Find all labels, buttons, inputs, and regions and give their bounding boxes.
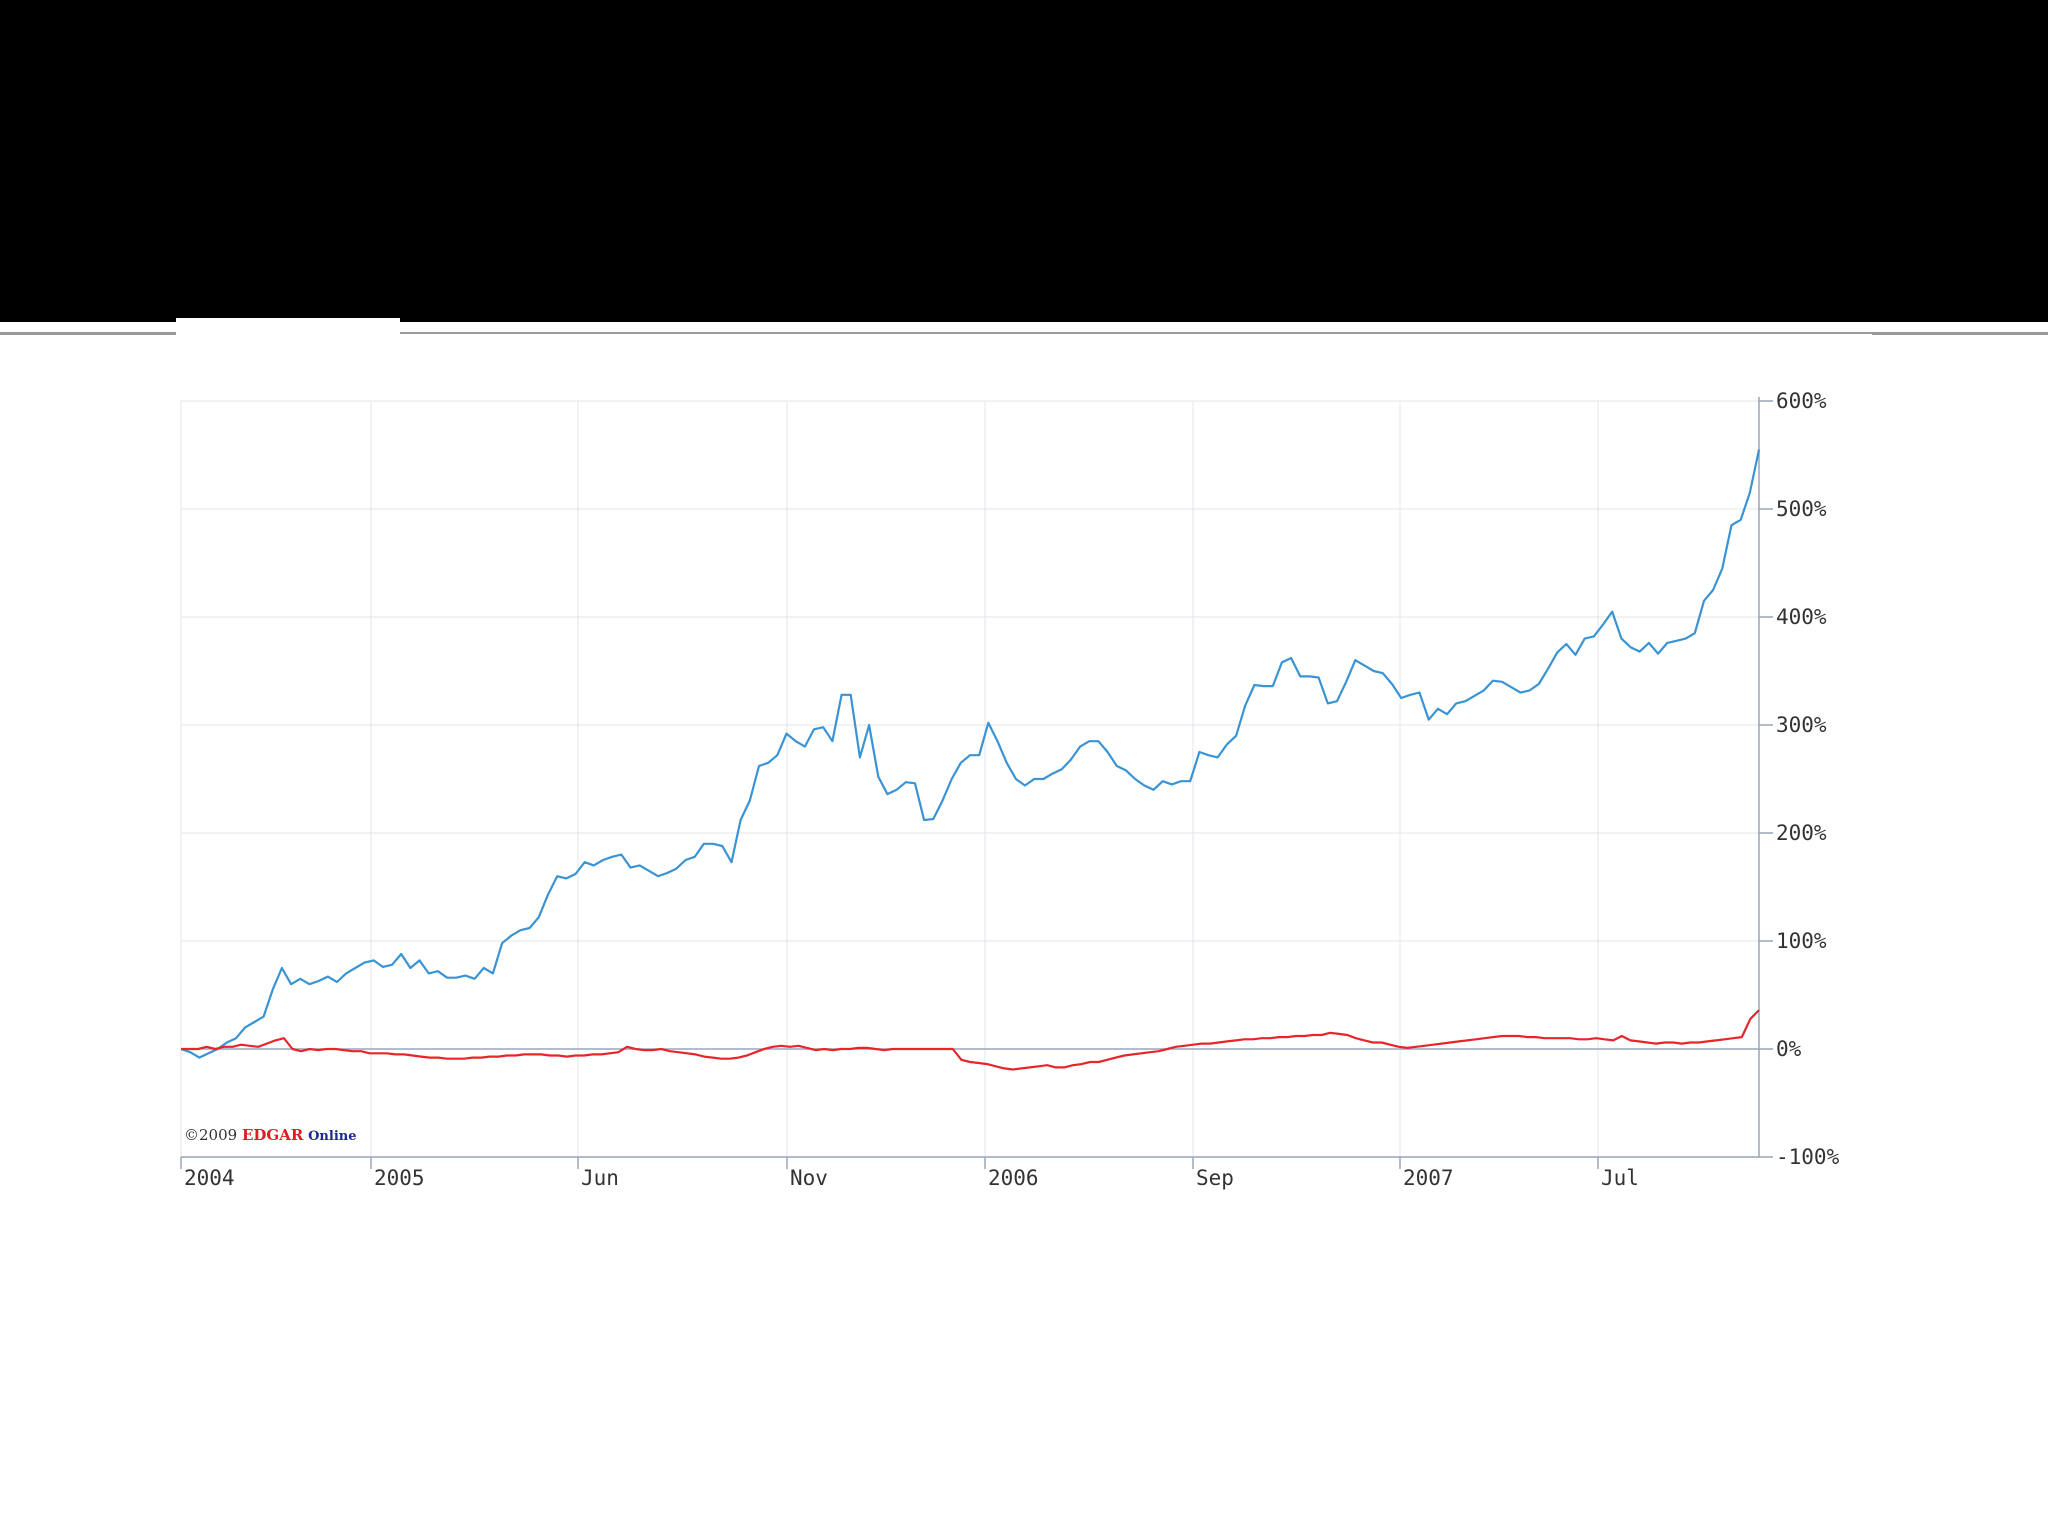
y-tick-label: 300% <box>1776 713 1827 737</box>
grid-layer <box>180 400 1759 1158</box>
copyright-notice: ©2009 EDGAR Online <box>184 1126 357 1144</box>
x-tick-label: 2005 <box>374 1166 425 1190</box>
copyright-year: ©2009 <box>184 1126 237 1144</box>
y-tick-label: 600% <box>1776 389 1827 413</box>
series-line-red <box>181 1009 1760 1071</box>
y-tick-label: 500% <box>1776 497 1827 521</box>
axis-layer <box>180 397 1773 1169</box>
divider-gap <box>176 318 400 338</box>
x-tick-label: Nov <box>790 1166 828 1190</box>
label-layer: 600% 500% 400% 300% 200% 100% 0% -100% 2004 2005 J… <box>184 389 1840 1190</box>
x-tick-label: 2007 <box>1403 1166 1454 1190</box>
chart-svg: 600% 500% 400% 300% 200% 100% 0% -100% 2004 2005 J… <box>180 389 1840 1190</box>
series-line-blue <box>180 449 1761 1059</box>
copyright-brand-edgar: EDGAR <box>242 1126 304 1144</box>
y-tick-label: 100% <box>1776 929 1827 953</box>
x-tick-label: 2006 <box>988 1166 1039 1190</box>
stock-performance-chart: 600% 500% 400% 300% 200% 100% 0% -100% 2004 2005 J… <box>176 334 1872 1202</box>
x-tick-label: 2004 <box>184 1166 235 1190</box>
x-tick-label: Jun <box>581 1166 619 1190</box>
title-divider-line <box>0 332 2048 335</box>
y-tick-label: 400% <box>1776 605 1827 629</box>
x-tick-label: Sep <box>1196 1166 1234 1190</box>
y-tick-label: 0% <box>1776 1037 1802 1061</box>
copyright-brand-online: Online <box>308 1129 356 1144</box>
x-tick-label: Jul <box>1601 1166 1639 1190</box>
y-tick-label: 200% <box>1776 821 1827 845</box>
series-layer <box>180 449 1761 1071</box>
y-tick-label: -100% <box>1776 1145 1840 1169</box>
